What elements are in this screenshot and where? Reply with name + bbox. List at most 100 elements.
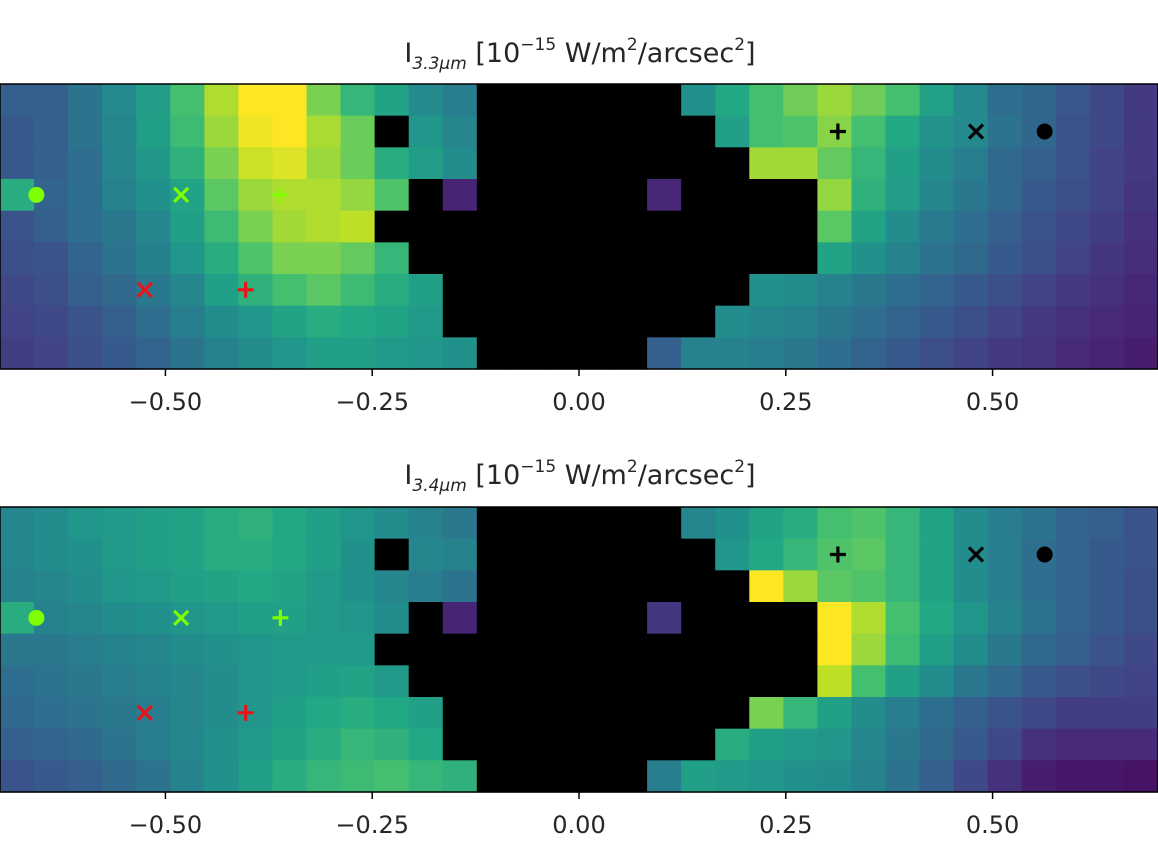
heatmap-cell: [306, 728, 342, 761]
heatmap-cell: [1089, 210, 1125, 243]
heatmap-cell: [204, 147, 240, 180]
heatmap-cell: [68, 602, 103, 635]
heatmap-cell: [374, 242, 410, 275]
heatmap-cell: [544, 507, 580, 540]
heatmap-cell: [681, 570, 716, 603]
heatmap-cell: [851, 274, 887, 307]
marker-plus: [272, 609, 289, 626]
heatmap-cell: [0, 665, 35, 698]
heatmap-cell: [170, 274, 205, 307]
heatmap-cell: [68, 507, 103, 540]
heatmap-cell: [476, 147, 512, 180]
heatmap-cells: [0, 84, 1158, 370]
heatmap-cell: [544, 602, 580, 635]
heatmap-cell: [953, 570, 989, 603]
heatmap-cell: [374, 274, 410, 307]
heatmap-cell: [851, 179, 887, 212]
heatmap-cell: [1021, 507, 1057, 540]
heatmap-cell: [851, 210, 887, 243]
marker-x: [173, 609, 190, 626]
heatmap-cell: [749, 337, 784, 370]
heatmap-cell: [238, 665, 274, 698]
heatmap-cell: [647, 570, 682, 603]
heatmap-cell: [715, 570, 750, 603]
heatmap-cell: [613, 697, 648, 730]
heatmap-cell: [885, 210, 921, 243]
heatmap-cell: [102, 115, 137, 148]
heatmap-cell: [68, 274, 103, 307]
heatmap-cell: [1123, 337, 1158, 370]
heatmap-cell: [987, 760, 1023, 793]
heatmap-cell: [510, 538, 546, 571]
heatmap-cell: [408, 507, 444, 540]
heatmap-cell: [136, 760, 171, 793]
heatmap-cell: [579, 633, 614, 666]
heatmap-cell: [476, 507, 512, 540]
heatmap-cell: [1021, 84, 1057, 117]
heatmap-cell: [238, 570, 274, 603]
heatmap-cell: [749, 274, 784, 307]
heatmap-cell: [374, 602, 410, 635]
marker-circle: [1036, 546, 1053, 563]
heatmap-cell: [579, 665, 614, 698]
heatmap-cell: [510, 760, 546, 793]
heatmap-cell: [647, 507, 682, 540]
heatmap-cell: [919, 147, 955, 180]
heatmap-cell: [579, 210, 614, 243]
heatmap-cell: [102, 274, 137, 307]
heatmap-cell: [204, 633, 240, 666]
heatmap-cell: [136, 665, 171, 698]
heatmap-cell: [749, 728, 784, 761]
heatmap-cell: [817, 274, 853, 307]
heatmap-cell: [374, 538, 410, 571]
heatmap-cell: [817, 305, 853, 338]
heatmap-cell: [170, 760, 205, 793]
heatmap-cell: [544, 633, 580, 666]
heatmap-cell: [749, 179, 784, 212]
heatmap-cell: [442, 760, 478, 793]
heatmap-cell: [885, 337, 921, 370]
heatmap-cell: [442, 147, 478, 180]
heatmap-cell: [68, 210, 103, 243]
heatmap-cell: [476, 337, 512, 370]
heatmap-cell: [817, 507, 853, 540]
heatmap-panel-3-4um: I3.4μm [10−15 W/m2/arcsec2] −0.50 −0.25 0.…: [0, 457, 1158, 839]
heatmap-cell: [851, 697, 887, 730]
heatmap-cell: [374, 760, 410, 793]
heatmap-cell: [681, 179, 716, 212]
heatmap-cell: [647, 242, 682, 275]
heatmap-cell: [851, 570, 887, 603]
heatmap-cell: [374, 337, 410, 370]
heatmap-cell: [136, 728, 171, 761]
heatmap-cell: [681, 337, 716, 370]
heatmap-cell: [374, 179, 410, 212]
heatmap-cell: [442, 115, 478, 148]
heatmap-cell: [408, 728, 444, 761]
heatmap-cell: [34, 538, 69, 571]
heatmap-cell: [1123, 728, 1158, 761]
heatmap-cell: [647, 84, 682, 117]
heatmap-cell: [851, 728, 887, 761]
heatmap-cell: [885, 115, 921, 148]
heatmap-cell: [272, 305, 308, 338]
heatmap-cell: [987, 507, 1023, 540]
heatmap-cell: [272, 210, 308, 243]
heatmap-cell: [1021, 570, 1057, 603]
heatmap-cell: [0, 210, 35, 243]
heatmap-cell: [68, 84, 103, 117]
heatmap-cell: [613, 760, 648, 793]
heatmap-cell: [238, 538, 274, 571]
heatmap-cell: [374, 210, 410, 243]
heatmap-cell: [987, 179, 1023, 212]
heatmap-cell: [136, 602, 171, 635]
heatmap-cell: [919, 274, 955, 307]
heatmap-cell: [272, 337, 308, 370]
heatmap-cell: [408, 210, 444, 243]
heatmap-cell: [681, 305, 716, 338]
heatmap-cell: [544, 305, 580, 338]
heatmap-cell: [34, 115, 69, 148]
heatmap-cell: [579, 115, 614, 148]
heatmap-cell: [851, 760, 887, 793]
heatmap-cell: [579, 570, 614, 603]
heatmap-cell: [817, 570, 853, 603]
